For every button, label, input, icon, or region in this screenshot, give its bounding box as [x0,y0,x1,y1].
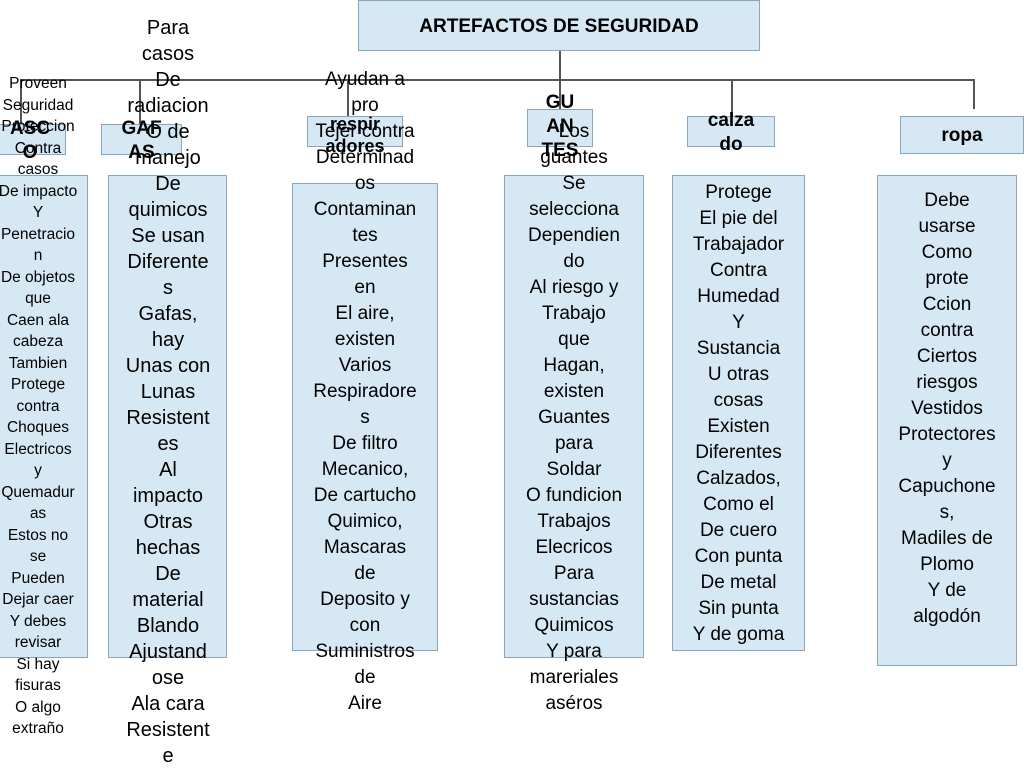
casco-detail-box [0,175,88,658]
casco-header-box [0,124,66,155]
connector-casco [20,79,22,125]
connector-guantes [559,79,561,109]
gafas-description: Para casos De radiacion O de manejo De q… [125,17,211,767]
ropa-label: ropa [941,125,983,146]
ropa-header-box [900,116,1024,154]
connector-title-down [559,51,561,79]
guantes-description: Los guantes Se selecciona Dependien do A… [525,121,623,714]
guantes-header-box [527,109,593,147]
diagram-title: ARTEFACTOS DE SEGURIDAD [358,0,760,51]
guantes-detail-box [504,175,644,658]
calzado-label: calza do [707,110,755,155]
connector-respiradores [347,79,349,117]
ropa-detail-box [877,175,1017,666]
respiradores-header-box [307,116,403,147]
ropa-description: Debe usarse Como prote Ccion contra Cier… [898,190,996,627]
calzado-header-box [687,116,775,147]
guantes-label: GU AN TES [541,92,579,161]
respiradores-label: respir adores [325,114,385,156]
gafas-header-box [101,124,182,155]
respiradores-description: Ayudan a pro Tejer contra Determinad os … [313,69,417,714]
connector-horizontal-bar [20,79,974,81]
casco-label: ASC O [9,118,51,163]
casco-description: Proveen Seguridad Proteccion Contra caso… [0,75,78,737]
gafas-label: GAF AS [121,118,162,163]
connector-ropa [973,79,975,109]
calzado-detail-box [672,175,805,651]
calzado-description: Protege El pie del Trabajador Contra Hum… [692,182,785,645]
connector-gafas [139,79,141,125]
gafas-detail-box [108,175,227,658]
connector-calzado [731,79,733,117]
respiradores-detail-box [292,183,438,651]
